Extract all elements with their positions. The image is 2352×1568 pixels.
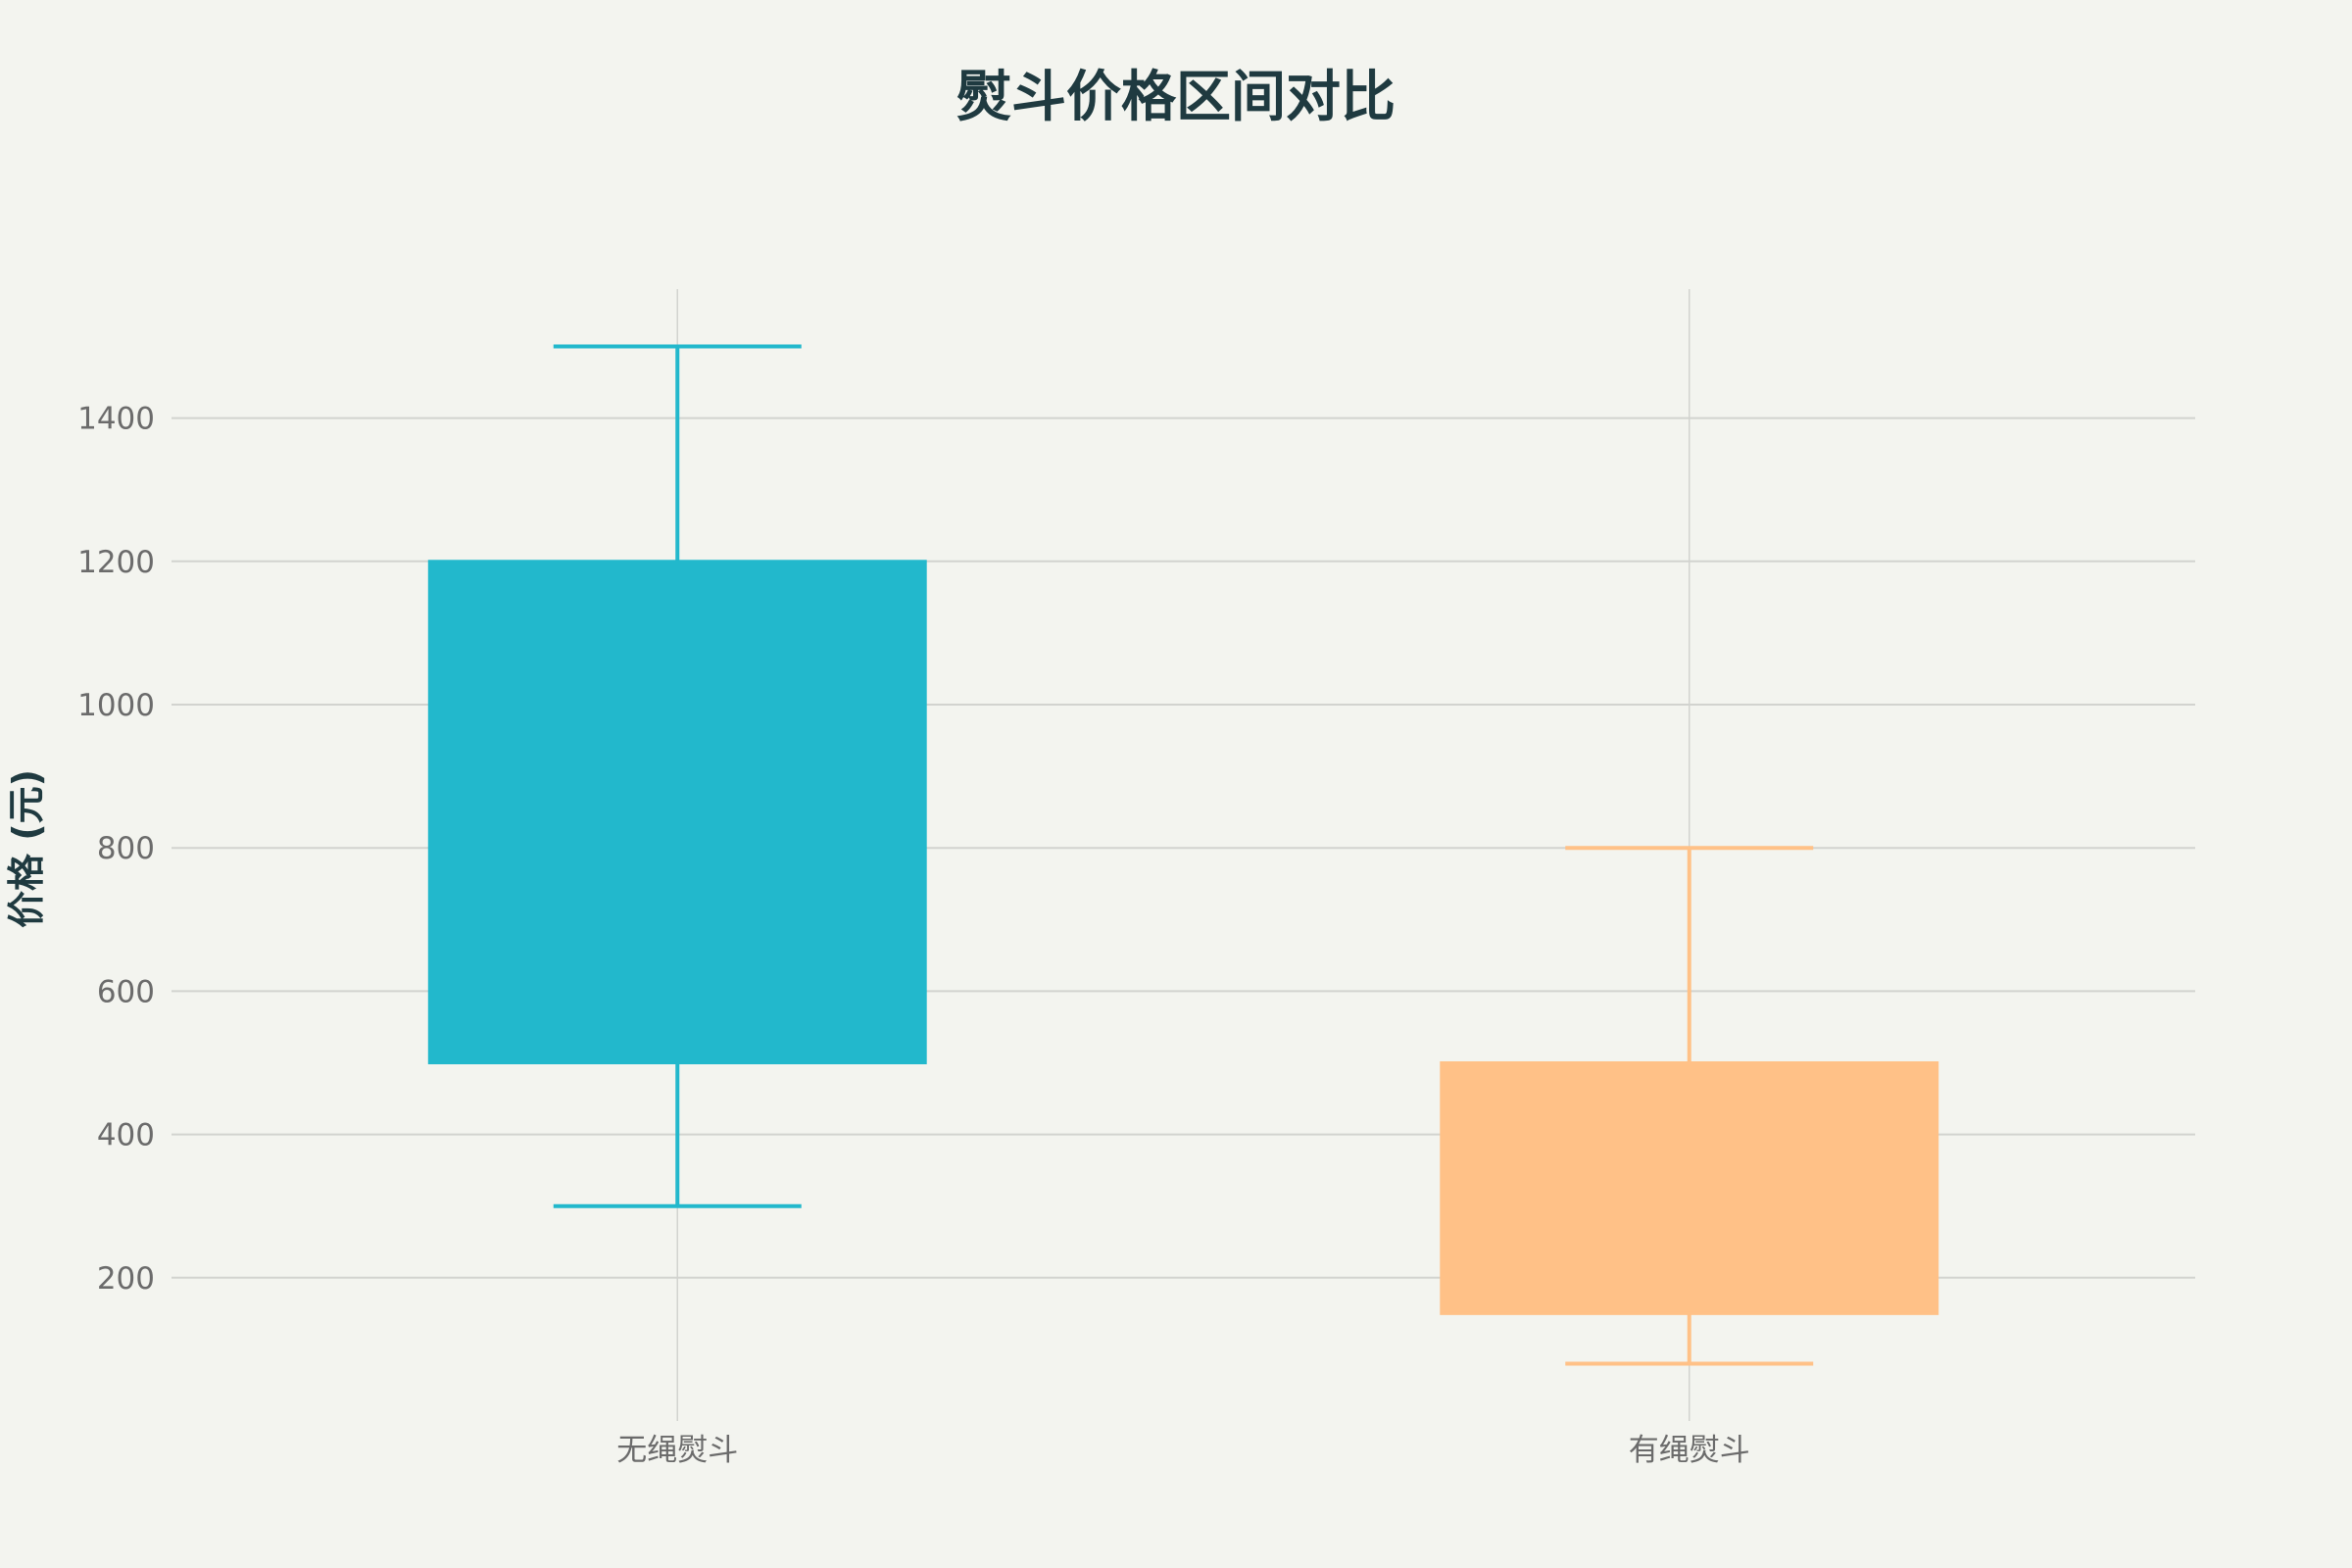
y-axis-ticks: 200 400 600 800 1000 1200 1400 [77,402,155,1297]
chart-title: 熨斗价格区间对比 [956,66,1396,129]
box-1 [1440,1060,1939,1315]
box-group-1 [1440,846,1939,1366]
box-0 [427,560,927,1064]
y-tick-label-1000: 1000 [77,688,155,723]
x-category-label-1: 有绳熨斗 [1629,1433,1750,1468]
x-category-label-0: 无绳熨斗 [616,1433,738,1468]
y-axis-label: 价格 (元) [5,769,48,928]
y-tick-label-1400: 1400 [77,402,155,437]
boxes [427,344,1939,1366]
y-tick-label-800: 800 [97,831,155,866]
box-group-0 [427,344,927,1208]
y-tick-label-200: 200 [97,1261,155,1297]
y-tick-label-600: 600 [97,974,155,1009]
y-tick-label-400: 400 [97,1118,155,1153]
x-axis-categories: 无绳熨斗 有绳熨斗 [616,1433,1750,1468]
y-tick-label-1200: 1200 [77,545,155,580]
